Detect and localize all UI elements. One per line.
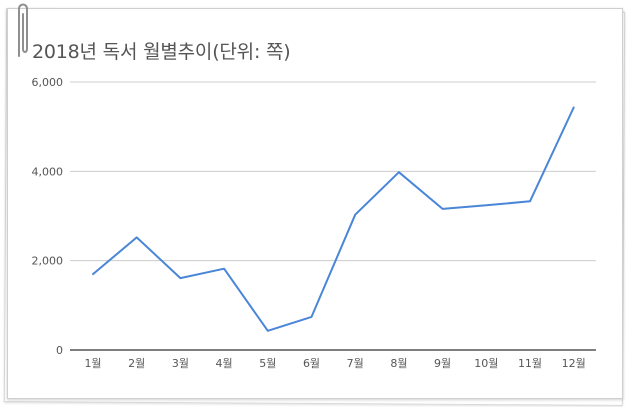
data-point [178, 276, 182, 280]
gridlines [70, 81, 596, 262]
series-line [92, 106, 575, 332]
data-point [91, 272, 95, 276]
y-axis-ticks: 0 2,000 4,000 6,000 [32, 76, 64, 357]
x-tick-label: 3월 [172, 357, 189, 370]
x-tick-label: 9월 [434, 357, 451, 370]
data-point [397, 170, 401, 174]
x-axis-ticks: 1월 2월 3월 4월 5월 6월 7월 8월 9월 10월 11월 12월 [84, 357, 585, 370]
paper-sheet [7, 8, 623, 399]
data-point [528, 199, 532, 203]
x-tick-label: 2월 [128, 357, 145, 370]
x-tick-label: 10월 [474, 357, 498, 370]
y-tick-label: 0 [56, 344, 63, 357]
x-tick-label: 4월 [216, 357, 233, 370]
data-point [353, 213, 357, 217]
data-point [135, 235, 139, 239]
x-tick-label: 6월 [303, 357, 320, 370]
x-tick-label: 12월 [562, 357, 586, 370]
paperclip-icon [18, 3, 28, 57]
data-point [310, 315, 314, 319]
series-layer [91, 105, 576, 333]
x-tick-label: 7월 [347, 357, 364, 370]
data-point [484, 203, 488, 207]
data-point [266, 329, 270, 333]
data-point [572, 105, 576, 109]
x-tick-label: 8월 [390, 357, 407, 370]
y-tick-label: 6,000 [32, 76, 64, 89]
x-tick-label: 5월 [259, 357, 276, 370]
x-tick-label: 1월 [84, 357, 101, 370]
x-tick-label: 11월 [518, 357, 542, 370]
y-tick-label: 4,000 [32, 165, 64, 178]
chart-title: 2018년 독서 월별추이(단위: 쪽) [32, 41, 291, 63]
data-point [222, 267, 226, 271]
y-tick-label: 2,000 [32, 255, 64, 268]
data-point [441, 207, 445, 211]
